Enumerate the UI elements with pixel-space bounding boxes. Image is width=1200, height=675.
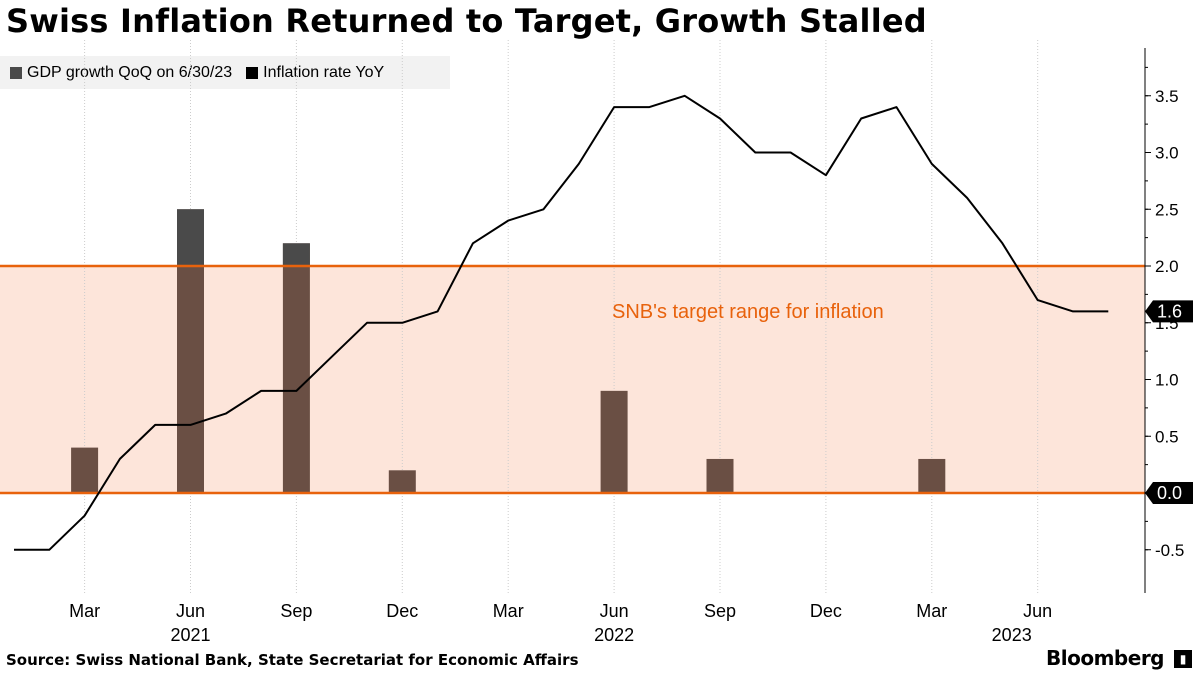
annotation-layer: SNB's target range for inflation bbox=[612, 301, 884, 323]
y-tick-label: 2.0 bbox=[1155, 257, 1179, 276]
legend-item-inflation: Inflation rate YoY bbox=[246, 64, 384, 82]
x-year-label: 2022 bbox=[594, 625, 634, 645]
gdp-bar bbox=[388, 470, 416, 493]
y-tick-label: 3.0 bbox=[1155, 144, 1179, 163]
callout-latest-gdp-label: 0.0 bbox=[1157, 483, 1182, 503]
x-axis-layer: Mar Jun Sep Dec Mar Jun Sep Dec Mar Jun 2021 2022 20… bbox=[69, 601, 1052, 645]
x-tick-label: Jun bbox=[1023, 601, 1052, 621]
x-tick-label: Sep bbox=[280, 601, 312, 621]
legend-label-inflation: Inflation rate YoY bbox=[263, 63, 385, 81]
y-tick-label: 1.0 bbox=[1155, 371, 1179, 390]
x-tick-label: Jun bbox=[176, 601, 205, 621]
gdp-bar bbox=[71, 447, 99, 493]
x-tick-label: Mar bbox=[69, 601, 100, 621]
y-tick-label: -0.5 bbox=[1155, 541, 1184, 560]
callout-latest-inflation-label: 1.6 bbox=[1157, 301, 1182, 321]
legend-item-gdp: GDP growth QoQ on 6/30/23 bbox=[10, 64, 232, 82]
y-tick-label: 2.5 bbox=[1155, 200, 1179, 219]
target-band bbox=[0, 266, 1145, 493]
gdp-bar-above-target bbox=[282, 243, 310, 266]
x-tick-label: Jun bbox=[600, 601, 629, 621]
bloomberg-terminal-icon: ▮ bbox=[1174, 650, 1192, 668]
target-band-layer bbox=[0, 266, 1145, 493]
x-tick-label: Dec bbox=[810, 601, 842, 621]
target-lines-layer bbox=[0, 264, 1145, 495]
x-year-label: 2021 bbox=[170, 625, 210, 645]
y-tick-label: 0.5 bbox=[1155, 427, 1179, 446]
gdp-bar bbox=[600, 390, 628, 493]
callouts-layer: 1.6 0.0 bbox=[1145, 300, 1193, 504]
chart-title: Swiss Inflation Returned to Target, Grow… bbox=[6, 2, 927, 40]
gdp-bar-above-target bbox=[177, 209, 204, 266]
inflation-line-layer bbox=[14, 94, 1109, 551]
legend: GDP growth QoQ on 6/30/23 Inflation rate… bbox=[0, 56, 450, 89]
y-tick-label: 3.5 bbox=[1155, 87, 1179, 106]
gdp-bars-layer bbox=[71, 209, 946, 493]
x-year-label: 2023 bbox=[992, 625, 1032, 645]
legend-label-gdp: GDP growth QoQ on 6/30/23 bbox=[27, 63, 233, 81]
callout-latest-inflation: 1.6 bbox=[1145, 300, 1193, 323]
callout-latest-gdp-box bbox=[1145, 482, 1193, 504]
gdp-bar bbox=[918, 458, 946, 493]
inflation-line bbox=[14, 94, 1109, 551]
x-tick-label: Mar bbox=[493, 601, 524, 621]
inflation-swatch bbox=[246, 66, 259, 79]
x-tick-label: Mar bbox=[916, 601, 947, 621]
source-note: Source: Swiss National Bank, State Secre… bbox=[6, 651, 579, 669]
gdp-bar bbox=[282, 243, 310, 493]
target-range-annotation: SNB's target range for inflation bbox=[612, 301, 884, 323]
bloomberg-logo: Bloomberg bbox=[1046, 646, 1164, 670]
callout-latest-inflation-box bbox=[1145, 300, 1193, 323]
x-tick-label: Sep bbox=[704, 601, 736, 621]
gdp-swatch bbox=[10, 66, 22, 79]
x-tick-label: Dec bbox=[386, 601, 418, 621]
callout-latest-gdp: 0.0 bbox=[1145, 482, 1193, 504]
gdp-bar bbox=[706, 458, 734, 493]
